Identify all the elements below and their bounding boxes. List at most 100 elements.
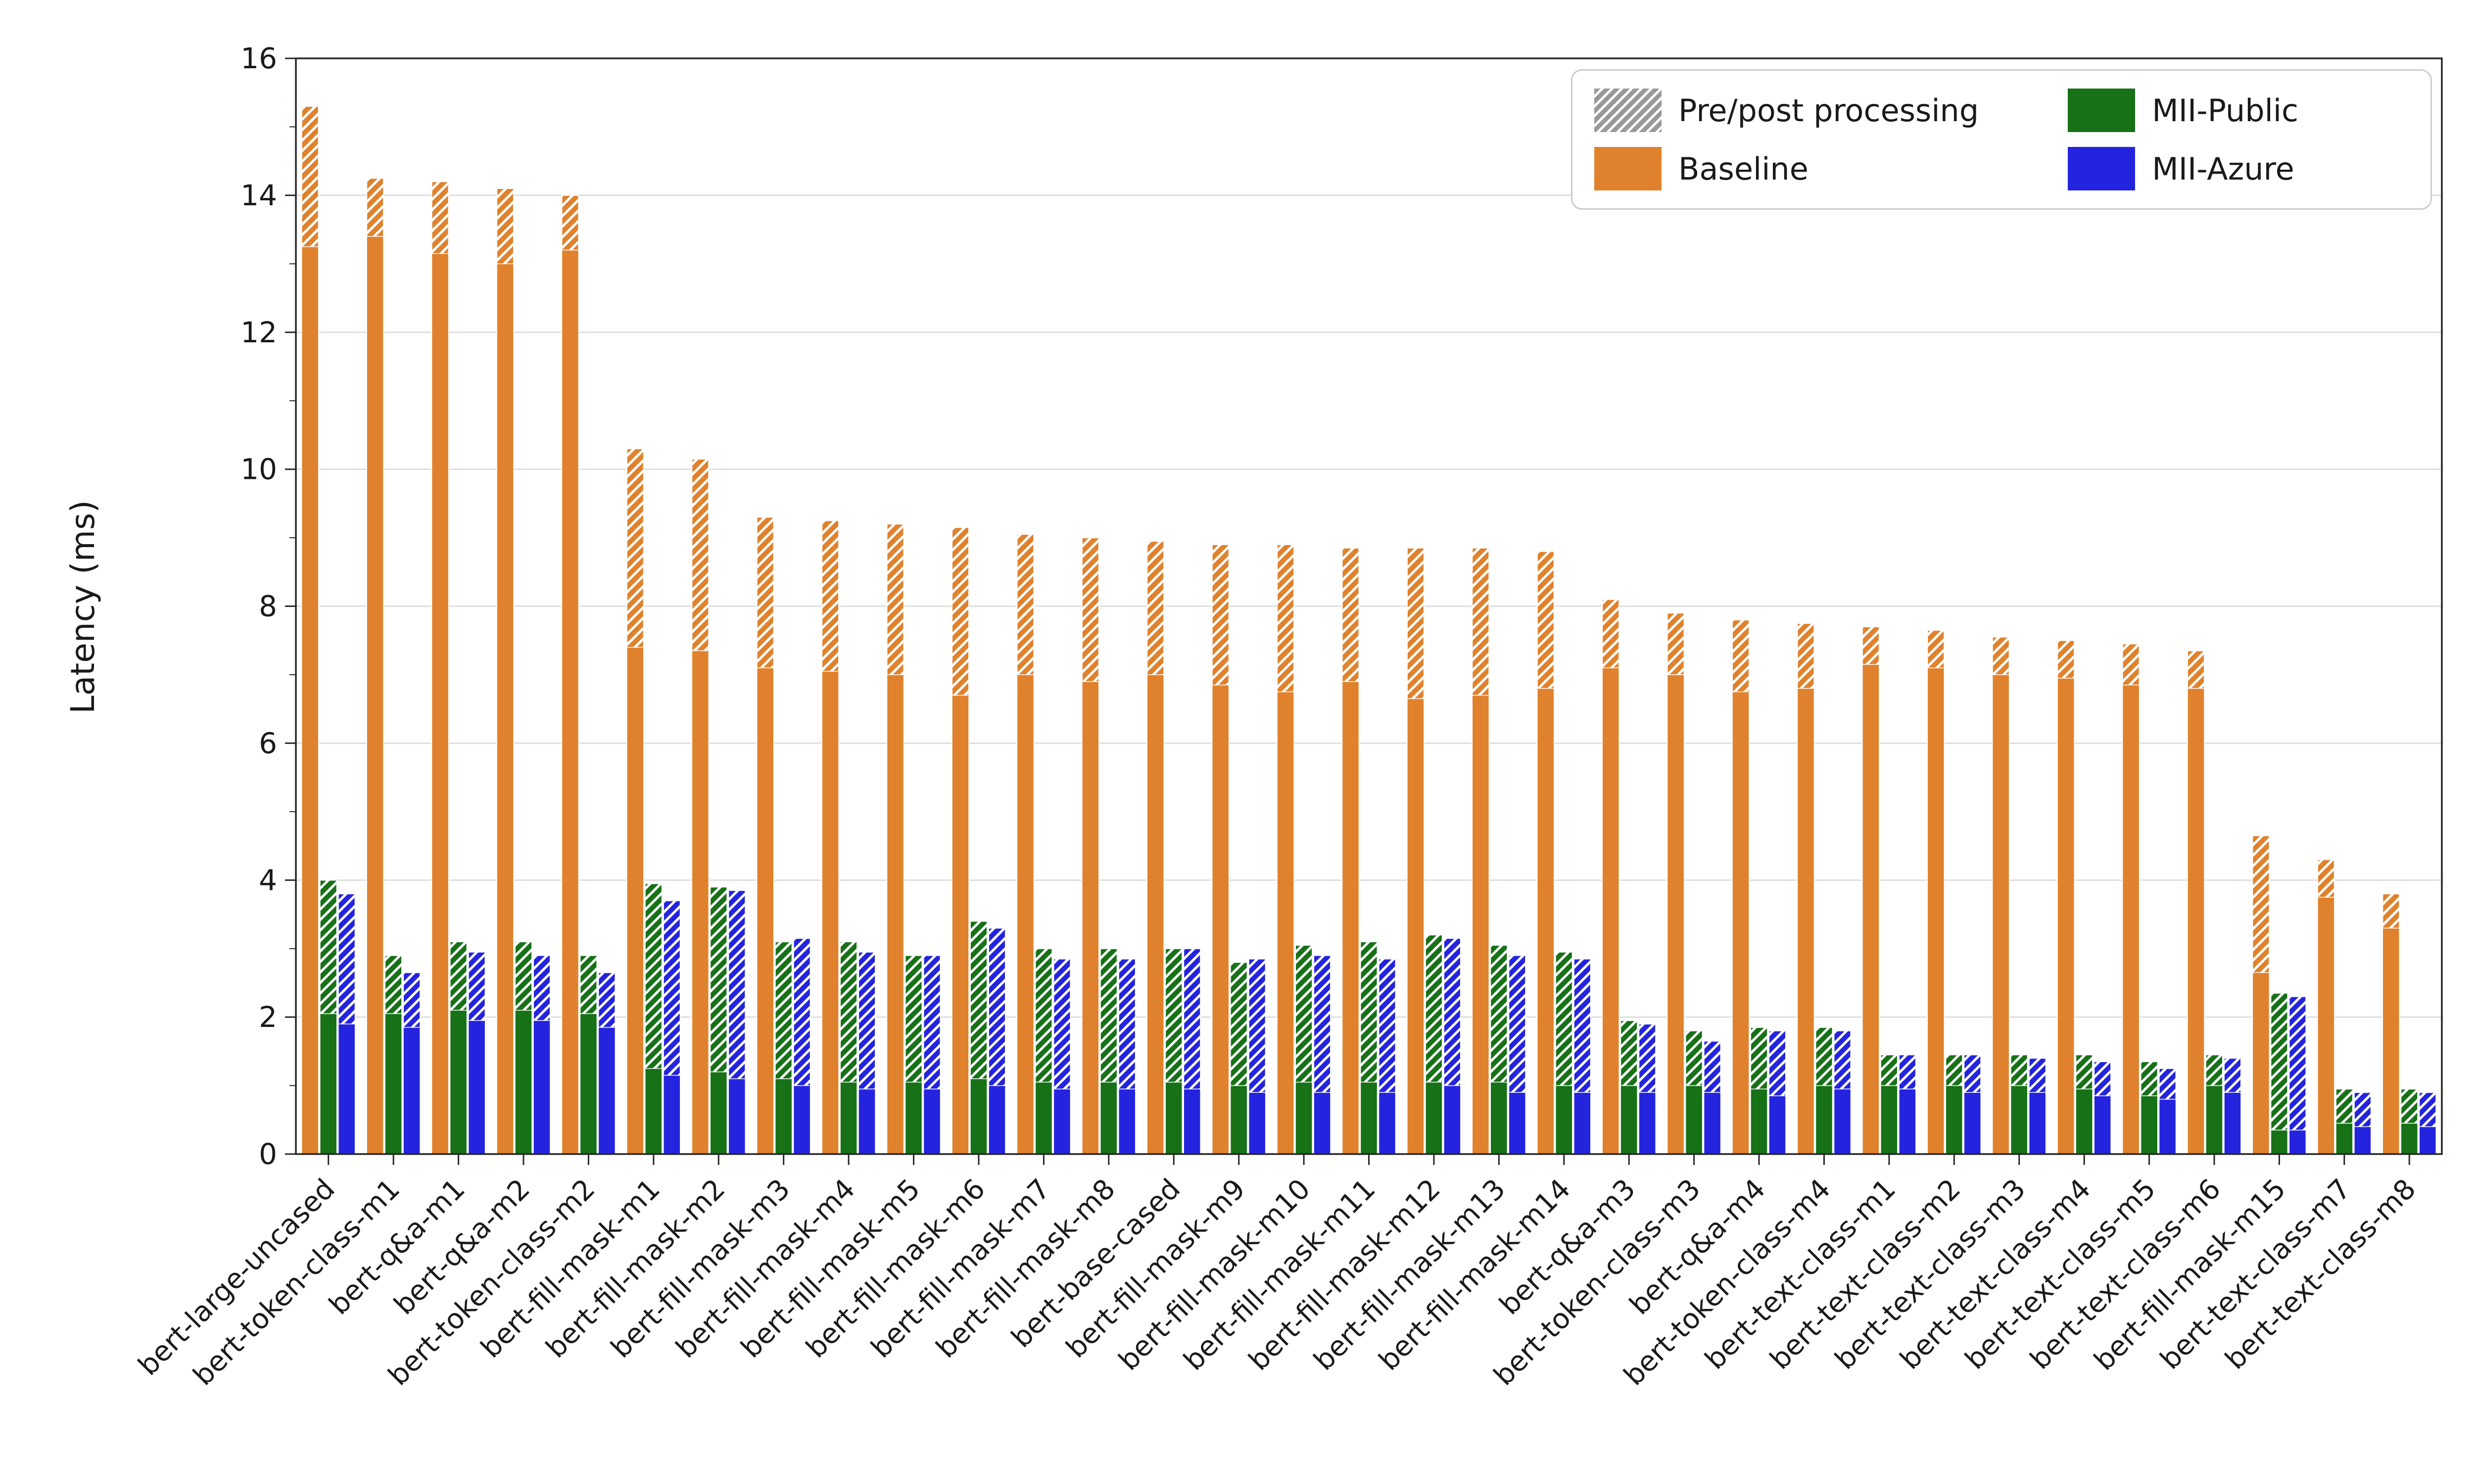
gridlines [296, 57, 2442, 1018]
y-tick-label: 4 [259, 863, 277, 897]
bar-MII-Public [1685, 1085, 1703, 1155]
bar-MII-Public [1880, 1085, 1898, 1155]
bar-MII-Azure [2224, 1092, 2241, 1155]
bar-MII-Public [1230, 1085, 1248, 1155]
bar-Baseline [1992, 674, 2010, 1155]
y-axis: 0 2 4 6 8 10 12 14 16 [240, 42, 296, 1171]
bar-Baseline [2057, 678, 2075, 1155]
bar-Baseline [2382, 928, 2400, 1155]
y-tick-label: 8 [259, 590, 277, 623]
x-axis: bert-large-uncasedbert-token-class-m1ber… [132, 1154, 2422, 1392]
legend-item-mii-azure: MII-Azure [2068, 147, 2409, 190]
bar-Baseline [301, 246, 319, 1155]
bar-MII-Azure [598, 1027, 616, 1155]
bar-MII-Azure [793, 1085, 811, 1155]
bar-MII-Azure [468, 1020, 486, 1155]
bar-MII-Public [710, 1071, 728, 1155]
bar-MII-Public [1165, 1081, 1183, 1155]
bar-Baseline [2122, 684, 2140, 1155]
bar-MII-Public [319, 1013, 337, 1155]
bar-MII-Public [515, 1010, 532, 1155]
bar-MII-Azure [1638, 1092, 1656, 1155]
bar-Baseline [1016, 674, 1035, 1155]
bar-MII-Public-prepost [2270, 992, 2288, 1155]
bar-MII-Azure [533, 1020, 551, 1155]
bar-Baseline [1407, 698, 1425, 1155]
bar-MII-Azure [1899, 1088, 1916, 1155]
bar-MII-Public [840, 1081, 857, 1155]
bar-Baseline [1341, 681, 1360, 1155]
bar-Baseline [496, 263, 514, 1155]
bar-MII-Public [449, 1010, 468, 1155]
bar-MII-Public [384, 1013, 402, 1155]
bar-Baseline [821, 671, 839, 1155]
bar-MII-Azure [858, 1088, 876, 1155]
bar-Baseline [886, 674, 904, 1155]
legend-item-prepost: Pre/post processing [1594, 89, 2053, 132]
bar-MII-Public [2400, 1122, 2419, 1155]
bar-Baseline [1602, 667, 1619, 1155]
bar-Baseline [1082, 681, 1099, 1155]
legend-label: Baseline [1678, 150, 1808, 187]
y-tick-label: 16 [240, 42, 277, 75]
bar-MII-Public [1490, 1081, 1508, 1155]
bar-Baseline [1211, 684, 1230, 1155]
bar-Baseline [691, 650, 710, 1155]
bar-MII-Azure [1768, 1095, 1786, 1155]
bar-Baseline [1732, 691, 1750, 1155]
bar-MII-Azure [1703, 1092, 1721, 1155]
bar-MII-Public [2075, 1088, 2093, 1155]
bar-MII-Public [2140, 1095, 2158, 1155]
y-tick-label: 6 [259, 726, 277, 760]
bar-MII-Azure [2354, 1126, 2372, 1155]
bar-MII-Azure [2419, 1126, 2437, 1155]
bar-MII-Public [2010, 1085, 2028, 1155]
bar-Baseline [1862, 664, 1880, 1155]
y-axis-label: Latency (ms) [64, 500, 102, 714]
bar-MII-Public [1425, 1081, 1443, 1155]
bar-MII-Public [1100, 1081, 1118, 1155]
bar-Baseline [431, 253, 449, 1155]
bar-MII-Public [2205, 1085, 2223, 1155]
bar-MII-Public [970, 1078, 988, 1155]
bar-MII-Azure [1833, 1088, 1852, 1155]
bar-MII-Azure [337, 1023, 356, 1155]
hatched-swatch-icon [1594, 89, 1662, 132]
bar-MII-Public [1035, 1081, 1053, 1155]
bar-MII-Public [1750, 1088, 1768, 1155]
legend-item-baseline: Baseline [1594, 147, 2053, 190]
bar-MII-Azure [403, 1027, 421, 1155]
legend: Pre/post processing Baseline MII-Public … [1571, 69, 2432, 210]
bar-MII-Public [1360, 1081, 1378, 1155]
bar-MII-Azure [1183, 1088, 1201, 1155]
green-swatch-icon [2068, 89, 2136, 132]
bar-MII-Public [645, 1068, 663, 1155]
bar-Baseline [1277, 691, 1294, 1155]
bar-MII-Azure [2093, 1095, 2111, 1155]
bar-MII-Azure [988, 1085, 1006, 1155]
bar-MII-Azure [1573, 1092, 1591, 1155]
bar-MII-Public [2270, 1129, 2288, 1155]
bar-MII-Azure [1248, 1092, 1266, 1155]
y-tick-label: 2 [259, 1000, 277, 1034]
bar-Baseline [1537, 688, 1555, 1155]
bar-MII-Azure [2028, 1092, 2046, 1155]
bar-Baseline [366, 236, 384, 1155]
bar-Baseline [2187, 688, 2205, 1155]
y-tick-label: 12 [240, 316, 277, 349]
bar-Baseline [756, 667, 774, 1155]
bar-MII-Public [1620, 1085, 1638, 1155]
bar-Baseline [1927, 667, 1945, 1155]
bar-MII-Azure [1118, 1088, 1136, 1155]
orange-swatch-icon [1594, 147, 1662, 190]
legend-label: MII-Azure [2152, 150, 2294, 187]
bar-MII-Azure-prepost [2288, 996, 2307, 1155]
bar-Baseline [561, 249, 579, 1155]
bar-Baseline [2317, 897, 2335, 1155]
bar-MII-Azure [1443, 1085, 1461, 1155]
y-tick-label: 10 [240, 453, 277, 486]
bar-MII-Azure [1053, 1088, 1071, 1155]
bars [301, 105, 2437, 1155]
y-tick-label: 0 [259, 1137, 277, 1171]
